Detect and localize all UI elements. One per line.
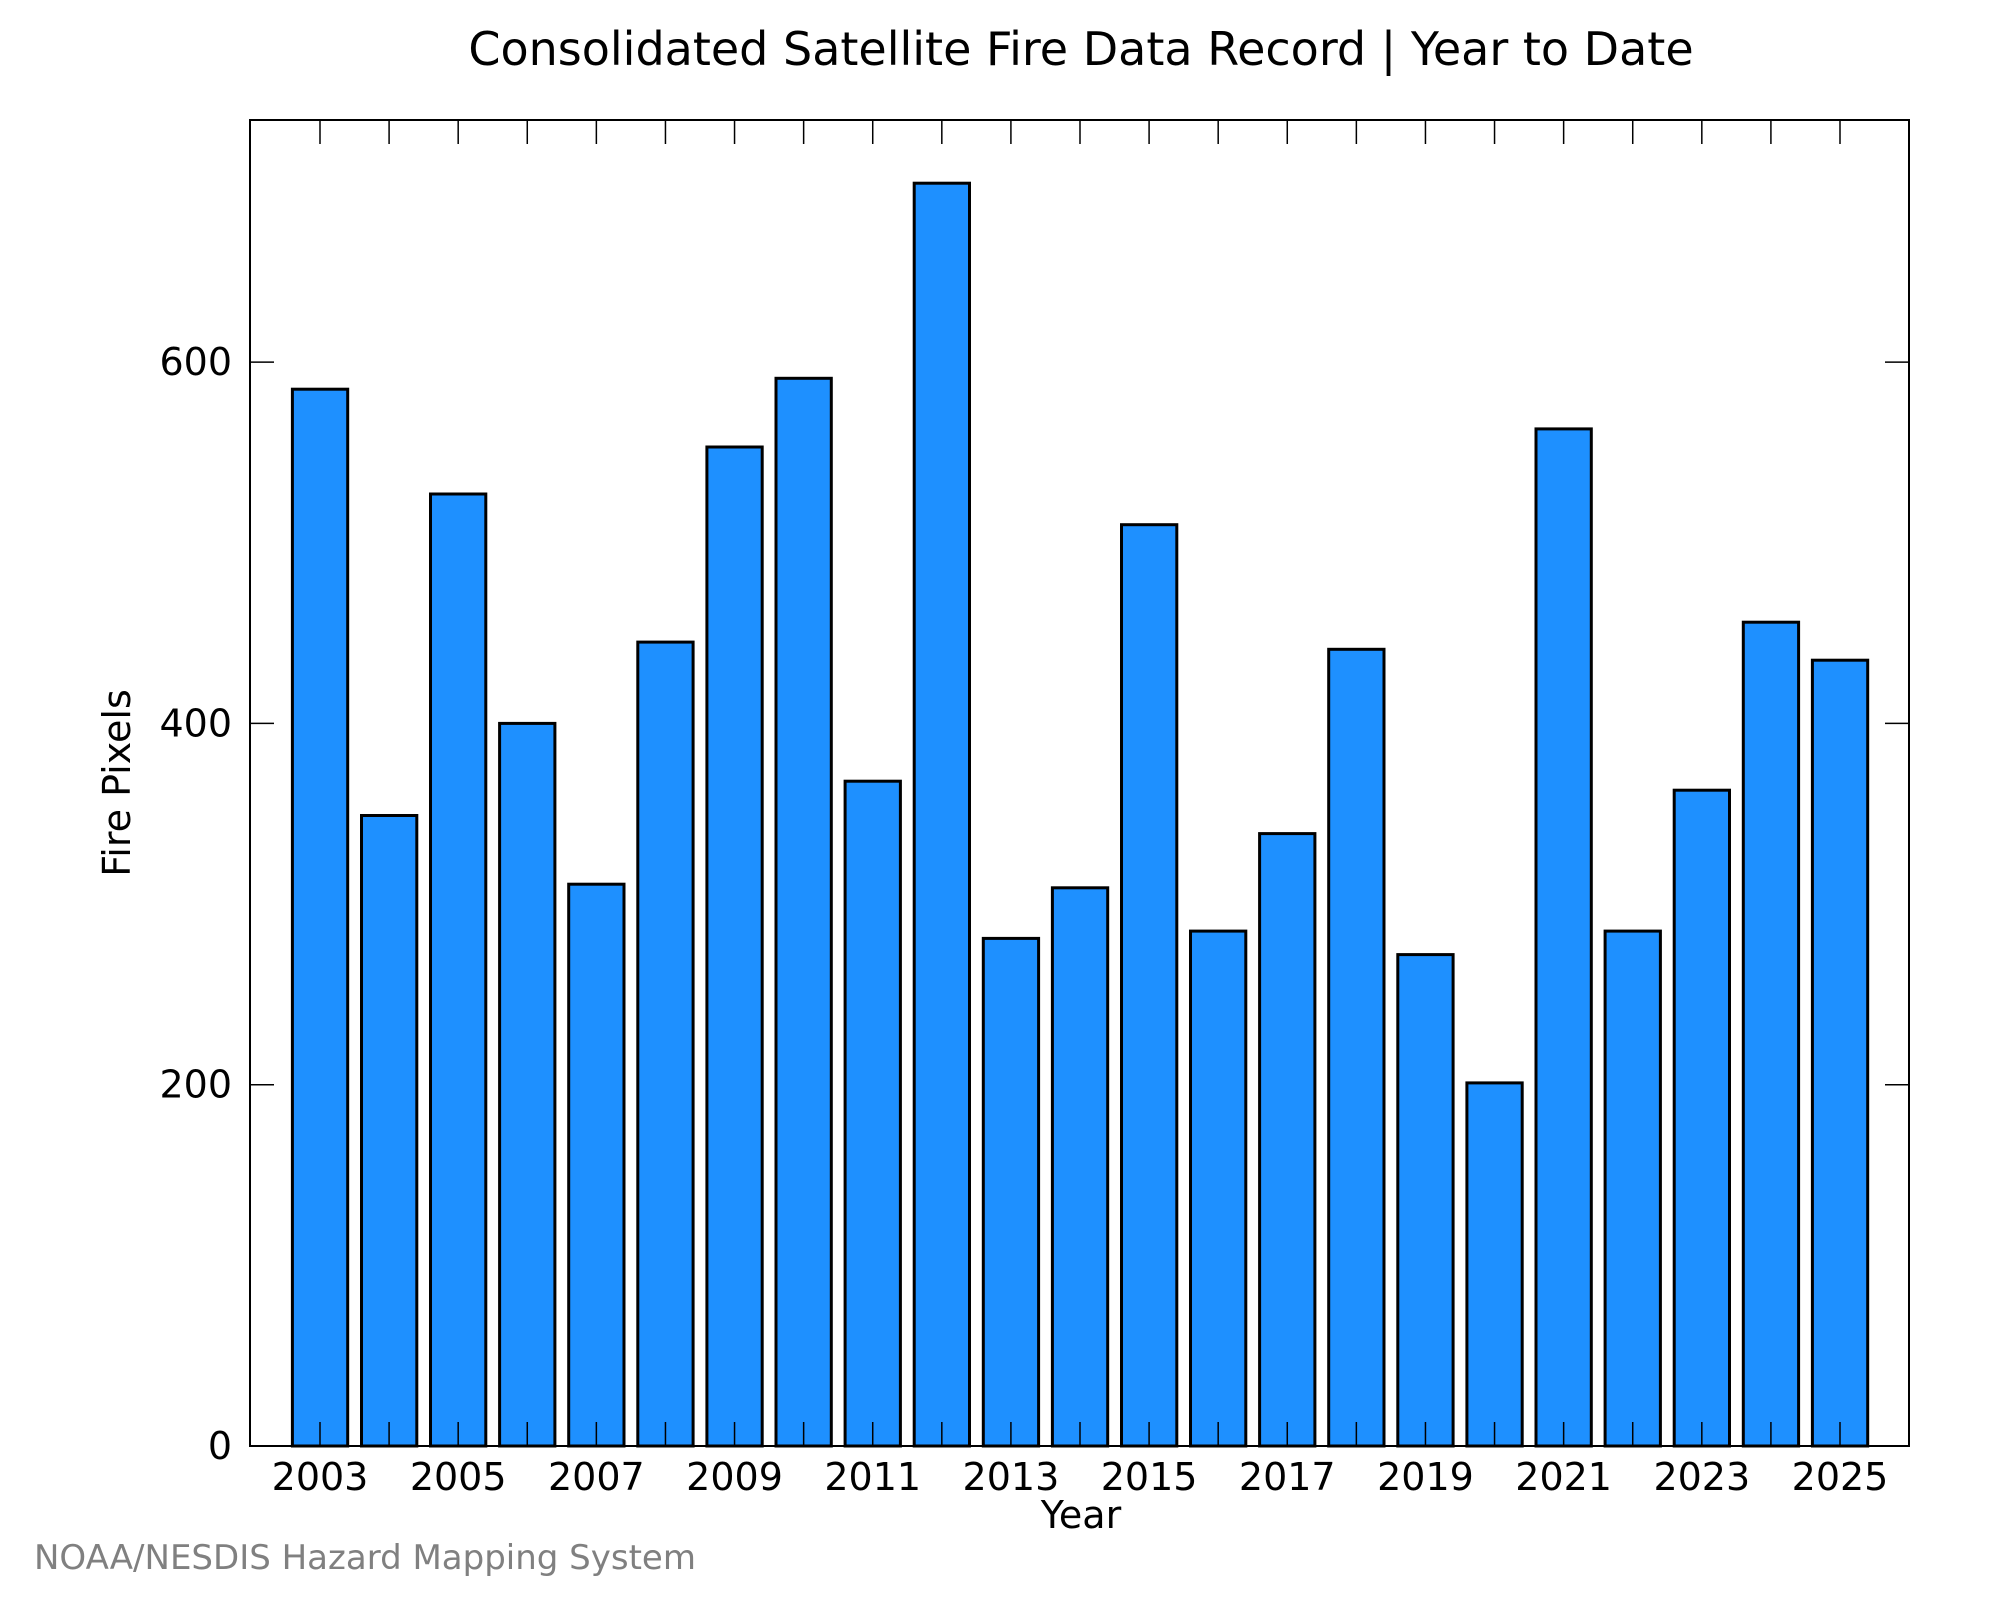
bars-group [290,181,1870,1448]
bar-2012 [912,181,972,1448]
bar-2011 [843,779,902,1448]
x-tick-label-2013: 2013 [963,1455,1060,1499]
bar-2004 [360,814,419,1448]
bar-2023 [1672,788,1731,1448]
bar-2005 [429,492,488,1448]
x-tick-label-2003: 2003 [272,1455,369,1499]
x-axis-label: Year [1040,1493,1122,1537]
y-tick-label-0: 0 [208,1424,232,1468]
bar-2014 [1050,886,1110,1448]
bar-2024 [1741,620,1801,1448]
bar-2022 [1603,929,1662,1448]
bar-2017 [1258,832,1317,1448]
x-tick-label-2021: 2021 [1515,1455,1612,1499]
y-tick-label-600: 600 [159,340,232,384]
x-tick-label-2005: 2005 [410,1455,507,1499]
bar-2020 [1465,1081,1524,1448]
x-tick-label-2019: 2019 [1377,1455,1474,1499]
bar-2013 [981,936,1041,1448]
y-tick-label-400: 400 [159,701,232,745]
bar-2018 [1327,647,1386,1448]
x-tick-label-2009: 2009 [686,1455,783,1499]
y-axis-ticks: 0 200 400 600 [159,340,1909,1468]
bar-2025 [1810,658,1870,1448]
bar-2015 [1120,523,1179,1448]
x-tick-label-2007: 2007 [548,1455,645,1499]
bar-2007 [567,882,626,1448]
source-credit: NOAA/NESDIS Hazard Mapping System [34,1538,696,1578]
bar-2006 [498,721,557,1448]
bar-2019 [1396,953,1455,1448]
x-axis-ticks: 2003 2005 2007 2009 2011 2013 2015 2017 2019 2021… [272,120,1889,1499]
x-tick-label-2011: 2011 [824,1455,921,1499]
bar-2008 [636,640,695,1448]
x-tick-label-2017: 2017 [1239,1455,1336,1499]
chart-title: Consolidated Satellite Fire Data Record … [468,22,1693,77]
x-tick-label-2025: 2025 [1792,1455,1889,1499]
bar-2003 [290,387,350,1448]
x-tick-label-2023: 2023 [1653,1455,1750,1499]
y-tick-label-200: 200 [159,1063,232,1107]
bar-2010 [774,376,833,1448]
bar-2021 [1534,427,1593,1448]
x-tick-label-2015: 2015 [1101,1455,1198,1499]
bar-2009 [705,445,764,1448]
bar-2016 [1189,929,1248,1448]
y-axis-label: Fire Pixels [95,689,139,877]
